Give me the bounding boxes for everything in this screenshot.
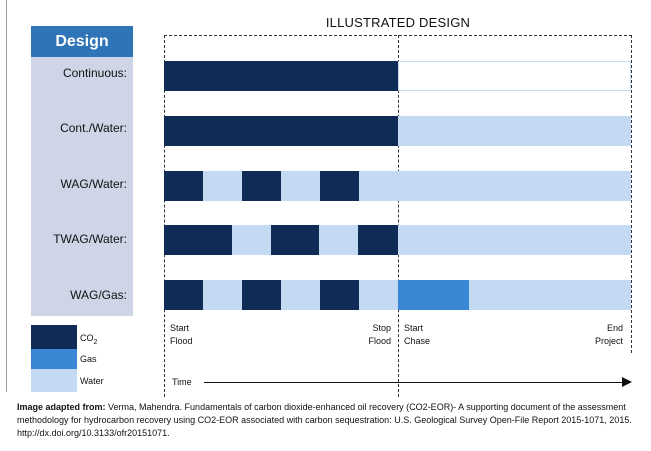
design-column (31, 26, 133, 316)
row-label-continuous: Continuous: (62, 66, 127, 80)
time-arrowhead (622, 377, 632, 387)
water-segment (398, 116, 631, 146)
co2-segment (320, 171, 359, 201)
stop-flood-label: Stop Flood (368, 323, 391, 346)
co2-segment (164, 171, 203, 201)
water-segment (203, 171, 242, 201)
gas-segment (398, 280, 469, 310)
co2-segment (320, 280, 359, 310)
legend-swatch-water (31, 369, 77, 392)
water-segment (232, 225, 271, 255)
water-segment (281, 280, 320, 310)
time-label: Time (172, 377, 192, 387)
legend-label-water: Water (80, 376, 104, 386)
diagram-title: ILLUSTRATED DESIGN (325, 15, 471, 30)
co2-segment (164, 116, 398, 146)
water-segment (359, 171, 398, 201)
bar-twag-water (164, 225, 631, 255)
water-segment (398, 225, 631, 255)
start-chase-label: Start Chase (404, 323, 431, 346)
row-label-cont-water: Cont./Water: (60, 121, 127, 135)
co2-segment (164, 61, 398, 91)
legend-swatch-co2 (31, 325, 77, 349)
design-header: Design (31, 26, 133, 57)
co2-segment (164, 280, 203, 310)
water-segment (398, 171, 631, 201)
row-label-twag-water: TWAG/Water: (53, 232, 127, 246)
row-label-wag-water: WAG/Water: (60, 177, 127, 191)
co2-segment (271, 225, 319, 255)
co2-segment (358, 225, 398, 255)
co2-segment (242, 280, 281, 310)
legend-label-co2: CO2 (80, 333, 98, 346)
water-segment (203, 280, 242, 310)
time-arrow (204, 382, 624, 383)
bar-continuous (164, 61, 631, 91)
left-frame-line (6, 0, 7, 392)
end-project-line (631, 35, 632, 353)
empty-segment (398, 61, 631, 91)
legend-swatch-gas (31, 349, 77, 369)
water-segment (281, 171, 320, 201)
start-flood-label: Start Flood (170, 323, 193, 346)
water-segment (319, 225, 358, 255)
bar-wag-water (164, 171, 631, 201)
bar-wag-gas (164, 280, 631, 310)
legend-label-gas: Gas (80, 354, 97, 364)
source-caption: Image adapted from: Verma, Mahendra. Fun… (17, 402, 632, 438)
water-segment (469, 280, 631, 310)
co2-segment (164, 225, 232, 255)
co2-segment (242, 171, 281, 201)
water-segment (359, 280, 398, 310)
bar-cont-water (164, 116, 631, 146)
start-flood-line (164, 35, 165, 397)
end-project-label: End Project (594, 323, 623, 346)
stop-flood-line (398, 35, 399, 397)
row-label-wag-gas: WAG/Gas: (70, 288, 127, 302)
